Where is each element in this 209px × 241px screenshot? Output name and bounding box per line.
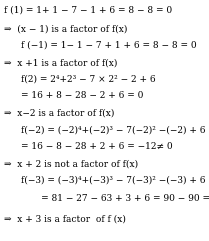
Text: f(−2) = (−2)⁴+(−2)³ − 7(−2)² −(−2) + 6: f(−2) = (−2)⁴+(−2)³ − 7(−2)² −(−2) + 6 — [21, 125, 205, 134]
Text: f (−1) = 1− 1 − 7 + 1 + 6 = 8 − 8 = 0: f (−1) = 1− 1 − 7 + 1 + 6 = 8 − 8 = 0 — [21, 40, 196, 49]
Text: f (1) = 1+ 1 − 7 − 1 + 6 = 8 − 8 = 0: f (1) = 1+ 1 − 7 − 1 + 6 = 8 − 8 = 0 — [4, 6, 172, 15]
Text: ⇒  (x − 1) is a factor of f(x): ⇒ (x − 1) is a factor of f(x) — [4, 24, 127, 33]
Text: ⇒  x +1 is a factor of f(x): ⇒ x +1 is a factor of f(x) — [4, 58, 117, 67]
Text: f(−3) = (−3)⁴+(−3)³ − 7(−3)² −(−3) + 6: f(−3) = (−3)⁴+(−3)³ − 7(−3)² −(−3) + 6 — [21, 176, 205, 185]
Text: = 16 + 8 − 28 − 2 + 6 = 0: = 16 + 8 − 28 − 2 + 6 = 0 — [21, 91, 143, 100]
Text: = 81 − 27 − 63 + 3 + 6 = 90 − 90 = 0: = 81 − 27 − 63 + 3 + 6 = 90 − 90 = 0 — [21, 194, 209, 203]
Text: ⇒  x + 3 is a factor  of f (x): ⇒ x + 3 is a factor of f (x) — [4, 215, 126, 224]
Text: f(2) = 2⁴+2³ − 7 × 2² − 2 + 6: f(2) = 2⁴+2³ − 7 × 2² − 2 + 6 — [21, 75, 155, 84]
Text: ⇒  x + 2 is not a factor of f(x): ⇒ x + 2 is not a factor of f(x) — [4, 160, 138, 168]
Text: ⇒  x−2 is a factor of f(x): ⇒ x−2 is a factor of f(x) — [4, 109, 115, 118]
Text: = 16 − 8 − 28 + 2 + 6 = −12≠ 0: = 16 − 8 − 28 + 2 + 6 = −12≠ 0 — [21, 142, 172, 151]
